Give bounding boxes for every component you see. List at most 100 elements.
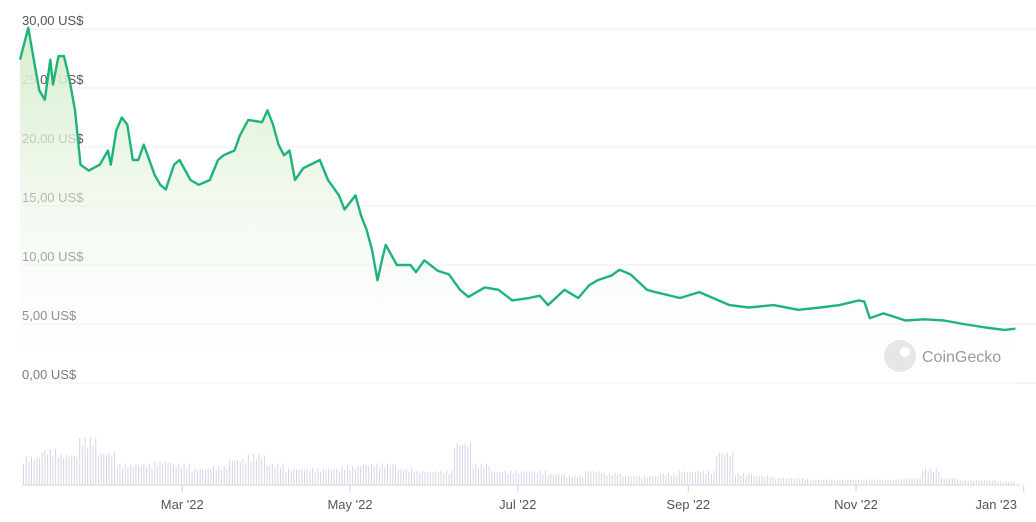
volume-bar	[164, 461, 166, 485]
volume-bar	[571, 477, 573, 485]
volume-bar	[178, 463, 180, 485]
volume-bar	[967, 481, 969, 485]
volume-bar	[215, 470, 217, 485]
volume-bar	[245, 463, 247, 485]
volume-bar	[507, 473, 509, 485]
volume-bar	[520, 471, 522, 485]
volume-bar	[397, 469, 399, 485]
volume-bar	[654, 475, 656, 485]
volume-bar	[745, 475, 747, 485]
volume-bar	[587, 472, 589, 485]
volume-bar	[368, 465, 370, 485]
volume-bar	[504, 470, 506, 485]
volume-bar	[925, 468, 926, 485]
gecko-logo-icon	[884, 340, 916, 372]
volume-bar	[542, 474, 544, 485]
volume-bar	[767, 475, 769, 485]
volume-bar	[285, 472, 287, 485]
volume-bar	[799, 479, 801, 485]
volume-bar	[898, 480, 900, 485]
volume-bar	[411, 468, 413, 485]
volume-bar	[140, 465, 142, 485]
volume-bar	[499, 471, 501, 485]
volume-bar	[935, 468, 937, 485]
volume-bar	[84, 437, 86, 485]
volume-bar	[579, 475, 581, 485]
volume-bar	[304, 470, 305, 485]
volume-bar	[496, 471, 498, 485]
volume-bar	[253, 453, 255, 485]
volume-bar	[467, 447, 469, 485]
volume-bar	[210, 468, 212, 485]
volume-bar	[384, 467, 386, 485]
volume-bar	[242, 459, 244, 485]
volume-bar	[360, 465, 362, 485]
volume-bar	[400, 469, 402, 485]
volume-bar	[839, 480, 841, 485]
volume-bar	[729, 456, 731, 485]
volume-bar	[132, 465, 134, 485]
volume-bar	[718, 452, 720, 485]
volume-bar	[815, 479, 817, 485]
volume-bar	[408, 471, 410, 485]
volume-bar	[874, 480, 876, 485]
volume-bar	[135, 464, 137, 485]
volume-bar	[673, 473, 675, 485]
volume-bar	[336, 468, 338, 485]
volume-bar	[665, 474, 667, 485]
volume-bar	[558, 474, 560, 485]
volume-bar	[122, 468, 123, 485]
volume-bar	[644, 475, 645, 485]
volume-bar	[464, 444, 466, 485]
volume-bar	[49, 449, 51, 485]
x-tick-label: Jan '23	[975, 497, 1017, 512]
volume-bar	[314, 472, 316, 485]
volume-bar	[427, 471, 429, 485]
volume-bar	[73, 455, 75, 485]
volume-bar	[751, 474, 752, 485]
volume-bar	[510, 470, 512, 485]
volume-bar	[834, 480, 835, 485]
volume-bar	[649, 475, 651, 485]
volume-bar	[951, 478, 953, 485]
volume-bar	[330, 469, 332, 485]
volume-bar	[258, 454, 260, 485]
x-tick-label: Sep '22	[666, 497, 710, 512]
volume-bar	[844, 480, 846, 485]
volume-bar	[569, 475, 570, 485]
volume-bar	[611, 475, 613, 485]
volume-bar	[780, 478, 782, 485]
volume-bar	[453, 448, 455, 485]
volume-bar	[296, 470, 297, 485]
volume-bar	[908, 479, 910, 485]
volume-bar	[298, 469, 300, 485]
volume-bar	[625, 476, 627, 485]
volume-bar	[76, 457, 78, 485]
volume-bar	[732, 451, 734, 485]
volume-bar	[293, 468, 295, 485]
volume-bar	[448, 473, 450, 485]
volume-bar	[483, 467, 485, 485]
volume-bar	[876, 479, 878, 485]
volume-bar	[52, 456, 54, 485]
volume-bar	[317, 468, 319, 485]
volume-bar	[759, 476, 761, 485]
volume-bar	[322, 468, 324, 485]
volume-bar	[445, 470, 447, 485]
volume-bar	[237, 460, 239, 485]
volume-bar	[622, 476, 624, 485]
volume-bar	[756, 476, 758, 485]
volume-bar	[494, 471, 496, 485]
volume-bar	[328, 468, 330, 485]
volume-bar	[146, 467, 148, 485]
volume-bar	[606, 475, 608, 485]
volume-bar	[491, 471, 493, 485]
volume-bar	[619, 473, 621, 485]
volume-bar	[379, 468, 380, 485]
volume-bar	[777, 477, 779, 485]
volume-bar	[451, 470, 453, 485]
volume-bar	[320, 471, 322, 485]
volume-bar	[221, 469, 223, 485]
volume-bar	[306, 468, 308, 485]
volume-bar	[595, 472, 597, 485]
